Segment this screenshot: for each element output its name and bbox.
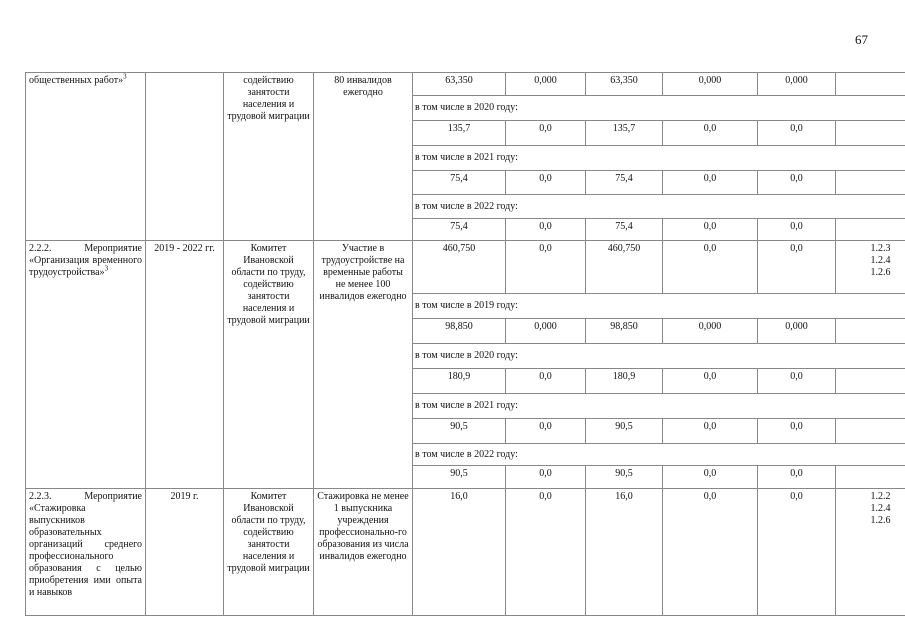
- amount-cell: 0,0: [505, 465, 586, 489]
- indicators-cell: [835, 170, 905, 195]
- amount-cell: 0,0: [505, 218, 586, 241]
- amount-cell: 0,0: [662, 120, 758, 146]
- amount-cell: 63,350: [585, 72, 663, 96]
- amount-cell: 75,4: [585, 218, 663, 241]
- year-label: в том числе в 2021 году:: [412, 393, 905, 419]
- amount-cell: 0,0: [757, 488, 836, 616]
- indicators-cell: [835, 465, 905, 489]
- amount-cell: 0,0: [505, 170, 586, 195]
- year-label: в том числе в 2020 году:: [412, 343, 905, 369]
- period: 2019 - 2022 гг.: [145, 240, 224, 489]
- amount-cell: 460,750: [412, 240, 506, 294]
- page-number: 67: [855, 32, 868, 47]
- amount-cell: 90,5: [412, 465, 506, 489]
- amount-cell: 0,0: [505, 488, 586, 616]
- expected-result: Участие в трудоустройстве на временные р…: [313, 240, 413, 489]
- activity-name: общественных работ»3: [25, 72, 146, 241]
- activity-name: 2.2.2. Мероприятие «Организация временно…: [25, 240, 146, 489]
- footnote-mark: 3: [123, 72, 127, 81]
- amount-cell: 0,000: [505, 318, 586, 344]
- year-label: в том числе в 2021 году:: [412, 145, 905, 171]
- table-row: 2.2.3. Мероприятие «Стажировка выпускник…: [25, 488, 905, 616]
- amount-cell: 0,0: [757, 465, 836, 489]
- amount-cell: 0,000: [505, 72, 586, 96]
- period: 2019 г.: [145, 488, 224, 616]
- executor: содействию занятости населения и трудово…: [223, 72, 314, 241]
- program-table: общественных работ»3 содействию занятости…: [25, 72, 905, 616]
- indicators-cell: 1.2.3 1.2.4 1.2.6: [835, 240, 905, 294]
- amount-cell: 16,0: [412, 488, 506, 616]
- amount-cell: 0,0: [757, 418, 836, 444]
- amount-cell: 75,4: [585, 170, 663, 195]
- year-label: в том числе в 2022 году:: [412, 194, 905, 219]
- amount-cell: 0,0: [662, 488, 758, 616]
- activity-name: 2.2.3. Мероприятие «Стажировка выпускник…: [25, 488, 146, 616]
- indicators-cell: [835, 318, 905, 344]
- amount-cell: 0,000: [757, 318, 836, 344]
- executor: Комитет Ивановской области по труду, сод…: [223, 488, 314, 616]
- amount-cell: 98,850: [585, 318, 663, 344]
- amount-cell: 0,000: [662, 318, 758, 344]
- amount-cell: 90,5: [585, 418, 663, 444]
- amount-cell: 0,0: [757, 218, 836, 241]
- table-row: 98,850 0,000 98,850 0,000 0,000: [26, 318, 905, 344]
- amount-cell: 0,0: [505, 418, 586, 444]
- footnote-mark: 3: [104, 264, 109, 273]
- amount-cell: 0,0: [757, 120, 836, 146]
- amount-cell: 0,000: [757, 72, 836, 96]
- indicators-cell: [835, 218, 905, 241]
- amount-cell: 0,0: [662, 170, 758, 195]
- table-row: 90,5 0,0 90,5 0,0 0,0: [26, 418, 905, 444]
- amount-cell: 90,5: [412, 418, 506, 444]
- amount-cell: 98,850: [412, 318, 506, 344]
- amount-cell: 0,0: [505, 120, 586, 146]
- amount-cell: 0,0: [505, 240, 586, 294]
- year-label: в том числе в 2019 году:: [412, 293, 905, 319]
- amount-cell: 460,750: [585, 240, 663, 294]
- table-row: 2.2.2. Мероприятие «Организация временно…: [25, 240, 905, 489]
- indicators-cell: [835, 368, 905, 394]
- amount-cell: 135,7: [412, 120, 506, 146]
- indicators-cell: 1.2.2 1.2.4 1.2.6: [835, 488, 905, 616]
- table-row: 75,4 0,0 75,4 0,0 0,0: [26, 218, 905, 241]
- indicators-cell: [835, 72, 905, 96]
- amount-cell: 0,0: [757, 170, 836, 195]
- amount-cell: 75,4: [412, 170, 506, 195]
- indicators-cell: [835, 120, 905, 146]
- expected-result: Стажировка не менее 1 выпускника учрежде…: [313, 488, 413, 616]
- amount-cell: 0,0: [662, 368, 758, 394]
- amount-cell: 0,0: [757, 240, 836, 294]
- year-label: в том числе в 2020 году:: [412, 95, 905, 121]
- amount-cell: 0,0: [662, 218, 758, 241]
- table-row: в том числе в 2021 году:: [26, 393, 905, 419]
- amount-cell: 0,0: [662, 418, 758, 444]
- indicators-cell: [835, 418, 905, 444]
- year-label: в том числе в 2022 году:: [412, 443, 905, 466]
- amount-cell: 180,9: [585, 368, 663, 394]
- executor: Комитет Ивановской области по труду, сод…: [223, 240, 314, 489]
- table-row: общественных работ»3 содействию занятости…: [25, 72, 905, 241]
- amount-cell: 0,0: [505, 368, 586, 394]
- amount-cell: 75,4: [412, 218, 506, 241]
- expected-result: 80 инвалидов ежегодно: [313, 72, 413, 241]
- period: [145, 72, 224, 241]
- amount-cell: 90,5: [585, 465, 663, 489]
- amount-cell: 0,000: [662, 72, 758, 96]
- table-row: 75,4 0,0 75,4 0,0 0,0: [26, 170, 905, 195]
- amount-cell: 16,0: [585, 488, 663, 616]
- amount-cell: 180,9: [412, 368, 506, 394]
- amount-cell: 0,0: [662, 465, 758, 489]
- amount-cell: 0,0: [662, 240, 758, 294]
- amount-cell: 135,7: [585, 120, 663, 146]
- amount-cell: 0,0: [757, 368, 836, 394]
- amount-cell: 63,350: [412, 72, 506, 96]
